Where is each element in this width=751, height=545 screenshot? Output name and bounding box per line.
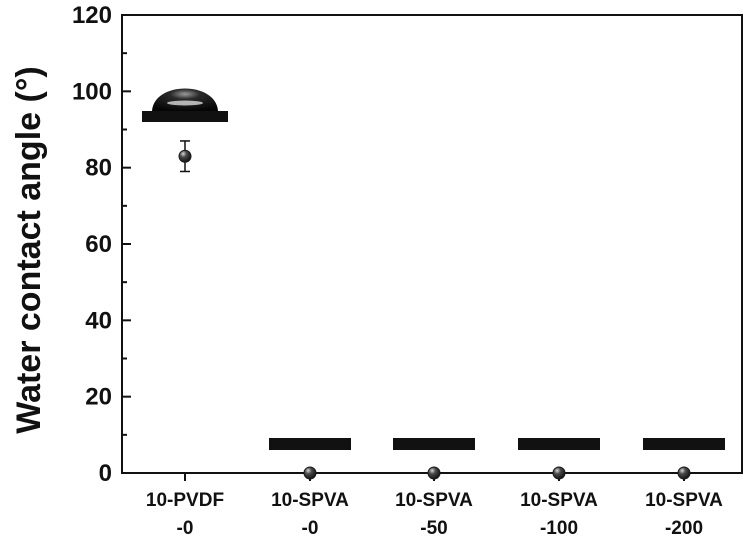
y-axis-title: Water contact angle (°) [10, 66, 48, 434]
y-tick-label: 40 [85, 307, 112, 334]
data-point [427, 466, 441, 480]
spread-film-image [269, 438, 351, 450]
data-point [178, 149, 192, 163]
y-tick-label: 20 [85, 384, 112, 411]
x-category-label: 10-SPVA -100 [520, 490, 598, 539]
x-category-label: 10-SPVA -50 [395, 490, 473, 539]
data-point [677, 466, 691, 480]
x-category-label: 10-SPVA -200 [645, 490, 723, 539]
y-tick-label: 0 [99, 460, 112, 487]
x-axis: 10-PVDF -0 10-SPVA -0 10-SPVA -50 10-SPVA -100 1… [146, 473, 723, 539]
droplet-shape [152, 88, 218, 111]
y-axis: 0 20 40 60 80 100 120 [72, 2, 131, 487]
droplet-highlight [167, 100, 203, 106]
droplet-image [142, 88, 228, 122]
y-tick-label: 80 [85, 155, 112, 182]
spread-film-image [518, 438, 600, 450]
plot-frame [121, 14, 743, 474]
y-tick-label: 100 [72, 78, 112, 105]
y-tick-label: 120 [72, 2, 112, 29]
y-tick-label: 60 [85, 231, 112, 258]
data-point [303, 466, 317, 480]
x-category-label: 10-PVDF -0 [146, 490, 224, 539]
x-category-label: 10-SPVA -0 [271, 490, 349, 539]
spread-film-image [643, 438, 725, 450]
droplet-insets [142, 88, 725, 450]
substrate-bar [142, 111, 228, 122]
data-points [178, 140, 691, 480]
spread-film-image [393, 438, 475, 450]
data-point [552, 466, 566, 480]
